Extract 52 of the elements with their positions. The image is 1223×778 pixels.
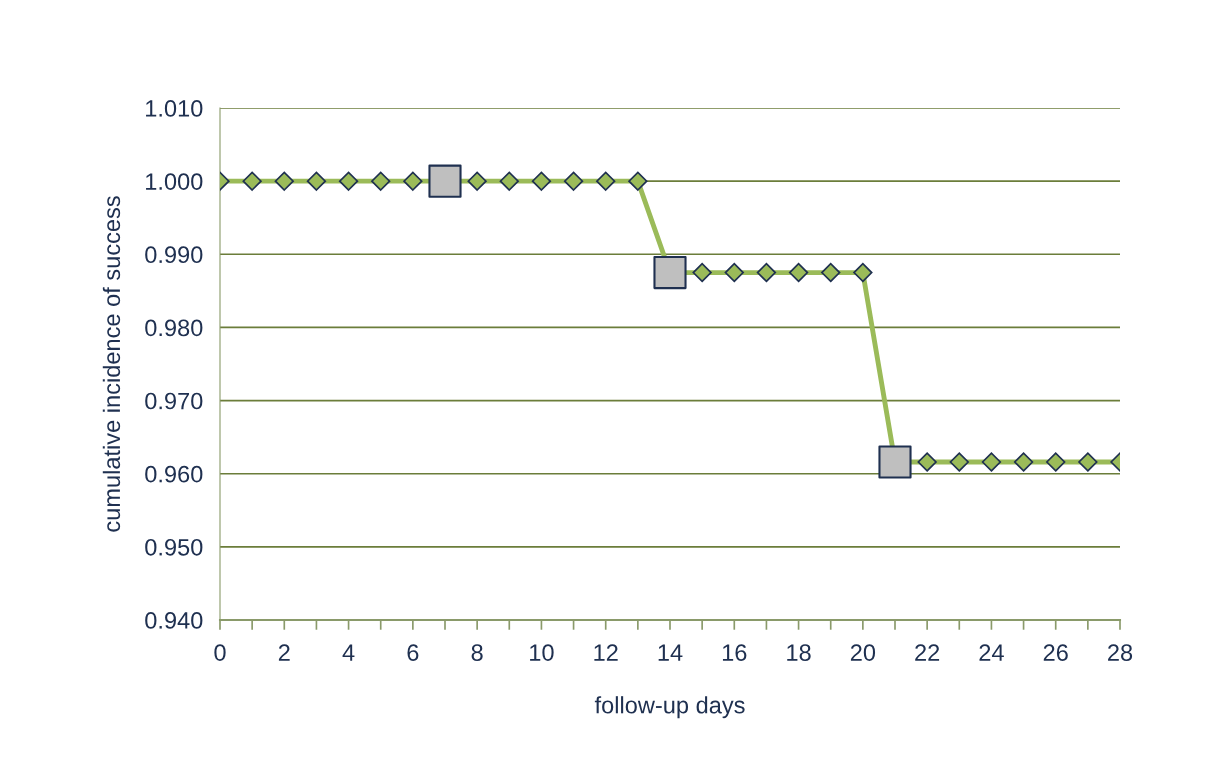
y-tick-label: 1.000 xyxy=(146,173,203,190)
y-tick-label: 0.980 xyxy=(145,319,203,337)
x-tick-label: 8 xyxy=(471,644,483,661)
point xyxy=(274,171,294,191)
point xyxy=(788,262,809,283)
y-tick-label: 1.010 xyxy=(146,100,203,117)
point xyxy=(853,262,873,283)
y-tick-label: 0.960 xyxy=(145,465,203,483)
point xyxy=(724,262,744,283)
x-tick-label: 22 xyxy=(915,644,940,661)
y-tick-label: 0.990 xyxy=(145,246,203,264)
point xyxy=(467,171,487,191)
point xyxy=(756,262,777,283)
x-tick-label: 16 xyxy=(722,644,747,661)
point xyxy=(949,452,969,472)
point xyxy=(563,171,584,191)
point xyxy=(531,171,552,191)
x-axis-title: follow-up days xyxy=(594,696,745,719)
point xyxy=(692,262,712,283)
point xyxy=(1078,452,1098,472)
point xyxy=(499,171,519,191)
point xyxy=(596,171,616,191)
point xyxy=(371,171,391,191)
x-tick-label: 4 xyxy=(342,644,355,661)
x-tick-label: 2 xyxy=(278,644,290,661)
x-tick-label: 18 xyxy=(787,644,811,661)
x-tick-label: 0 xyxy=(214,644,226,661)
x-tick-label: 6 xyxy=(407,644,419,661)
x-tick-label: 26 xyxy=(1043,644,1068,661)
point xyxy=(242,171,262,191)
x-tick-label: 28 xyxy=(1108,644,1133,661)
point xyxy=(1046,452,1066,472)
x-tick-label: 10 xyxy=(530,644,554,661)
y-axis-title: cumulative incidence of success xyxy=(102,196,121,532)
point xyxy=(653,256,687,290)
point xyxy=(338,171,359,191)
x-tick-label: 12 xyxy=(594,644,618,661)
x-tick-label: 14 xyxy=(658,644,683,661)
point xyxy=(306,171,327,191)
point xyxy=(821,262,841,283)
point xyxy=(917,452,937,472)
point xyxy=(981,452,1002,472)
point xyxy=(628,171,648,191)
y-tick-label: 0.970 xyxy=(145,392,203,410)
x-tick-label: 24 xyxy=(979,644,1004,661)
point xyxy=(878,445,912,479)
y-tick-label: 0.940 xyxy=(145,612,203,629)
y-tick-label: 0.950 xyxy=(145,538,203,556)
x-tick-label: 20 xyxy=(850,644,876,661)
point xyxy=(428,164,462,198)
point xyxy=(403,171,423,191)
point xyxy=(1013,452,1034,472)
